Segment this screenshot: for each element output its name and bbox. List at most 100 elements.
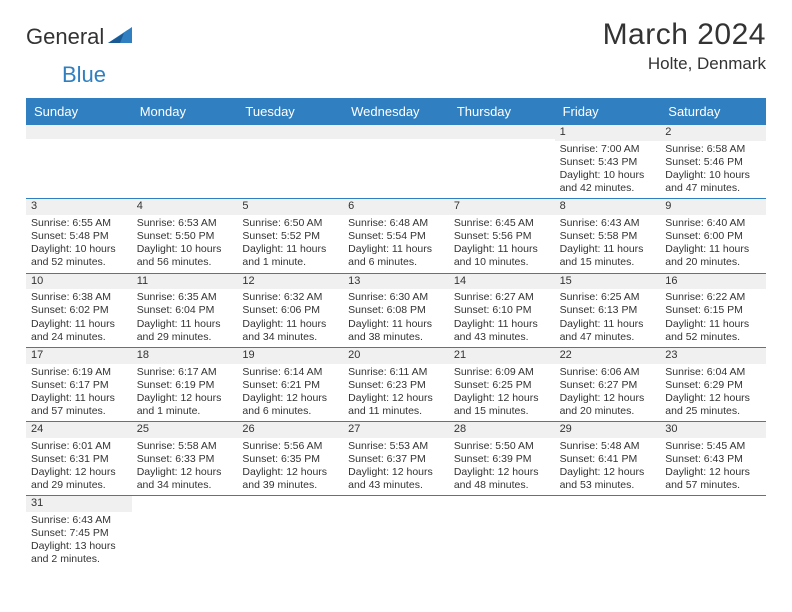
- weeks-container: 1Sunrise: 7:00 AMSunset: 5:43 PMDaylight…: [26, 125, 766, 570]
- day-cell: 22Sunrise: 6:06 AMSunset: 6:27 PMDayligh…: [555, 348, 661, 421]
- day-info-line: Sunrise: 6:09 AM: [454, 366, 550, 379]
- empty-strip: [132, 125, 238, 139]
- day-cell: 7Sunrise: 6:45 AMSunset: 5:56 PMDaylight…: [449, 199, 555, 272]
- day-cell: 19Sunrise: 6:14 AMSunset: 6:21 PMDayligh…: [237, 348, 343, 421]
- day-info-line: Daylight: 10 hours: [137, 243, 233, 256]
- day-number: 5: [237, 199, 343, 215]
- day-info-line: Sunrise: 6:38 AM: [31, 291, 127, 304]
- day-info-line: Sunset: 5:58 PM: [560, 230, 656, 243]
- day-cell: 23Sunrise: 6:04 AMSunset: 6:29 PMDayligh…: [660, 348, 766, 421]
- day-info-line: and 6 minutes.: [242, 405, 338, 418]
- day-cell: 16Sunrise: 6:22 AMSunset: 6:15 PMDayligh…: [660, 274, 766, 347]
- day-number: 31: [26, 496, 132, 512]
- day-info-line: Sunrise: 5:53 AM: [348, 440, 444, 453]
- day-info-line: Sunset: 6:21 PM: [242, 379, 338, 392]
- day-info-line: Daylight: 10 hours: [560, 169, 656, 182]
- empty-strip: [343, 125, 449, 139]
- dow-sunday: Sunday: [26, 98, 132, 125]
- day-info-line: and 29 minutes.: [31, 479, 127, 492]
- day-info-line: Daylight: 12 hours: [242, 392, 338, 405]
- day-info-line: Sunrise: 6:35 AM: [137, 291, 233, 304]
- dow-wednesday: Wednesday: [343, 98, 449, 125]
- day-number: 1: [555, 125, 661, 141]
- day-info-line: Sunrise: 6:04 AM: [665, 366, 761, 379]
- day-number: 13: [343, 274, 449, 290]
- day-number: 17: [26, 348, 132, 364]
- day-info-line: Sunrise: 6:06 AM: [560, 366, 656, 379]
- day-info-line: Sunset: 6:37 PM: [348, 453, 444, 466]
- day-info-line: Daylight: 13 hours: [31, 540, 127, 553]
- day-number: 15: [555, 274, 661, 290]
- day-info-line: and 11 minutes.: [348, 405, 444, 418]
- day-info-line: Sunset: 6:27 PM: [560, 379, 656, 392]
- dow-friday: Friday: [555, 98, 661, 125]
- day-cell: [237, 496, 343, 569]
- day-info-line: Daylight: 12 hours: [665, 466, 761, 479]
- day-info-line: Sunset: 6:41 PM: [560, 453, 656, 466]
- day-cell: 2Sunrise: 6:58 AMSunset: 5:46 PMDaylight…: [660, 125, 766, 198]
- day-info-line: Sunrise: 5:48 AM: [560, 440, 656, 453]
- day-number: 8: [555, 199, 661, 215]
- week-row: 1Sunrise: 7:00 AMSunset: 5:43 PMDaylight…: [26, 125, 766, 199]
- day-info-line: Sunset: 6:15 PM: [665, 304, 761, 317]
- day-number: 23: [660, 348, 766, 364]
- day-info-line: Sunset: 6:35 PM: [242, 453, 338, 466]
- day-info-line: and 15 minutes.: [560, 256, 656, 269]
- day-info-line: Sunset: 5:52 PM: [242, 230, 338, 243]
- logo: General: [26, 18, 134, 50]
- day-cell: 5Sunrise: 6:50 AMSunset: 5:52 PMDaylight…: [237, 199, 343, 272]
- day-info-line: and 39 minutes.: [242, 479, 338, 492]
- day-cell: 28Sunrise: 5:50 AMSunset: 6:39 PMDayligh…: [449, 422, 555, 495]
- day-info-line: and 24 minutes.: [31, 331, 127, 344]
- day-cell: [343, 496, 449, 569]
- day-info-line: and 1 minute.: [242, 256, 338, 269]
- day-info-line: Daylight: 11 hours: [348, 243, 444, 256]
- day-info-line: and 34 minutes.: [242, 331, 338, 344]
- day-cell: 31Sunrise: 6:43 AMSunset: 7:45 PMDayligh…: [26, 496, 132, 569]
- day-info-line: Sunset: 6:02 PM: [31, 304, 127, 317]
- empty-strip: [26, 125, 132, 139]
- day-info-line: and 20 minutes.: [560, 405, 656, 418]
- day-number: 11: [132, 274, 238, 290]
- logo-mark-icon: [106, 27, 134, 47]
- day-info-line: Daylight: 12 hours: [137, 466, 233, 479]
- day-info-line: Sunset: 6:04 PM: [137, 304, 233, 317]
- day-info-line: Sunrise: 6:58 AM: [665, 143, 761, 156]
- day-info-line: Daylight: 11 hours: [560, 243, 656, 256]
- day-info-line: Sunset: 6:33 PM: [137, 453, 233, 466]
- day-info-line: Sunset: 5:56 PM: [454, 230, 550, 243]
- empty-strip: [449, 125, 555, 139]
- day-info-line: Sunrise: 6:48 AM: [348, 217, 444, 230]
- day-number: 28: [449, 422, 555, 438]
- day-info-line: Sunset: 5:46 PM: [665, 156, 761, 169]
- day-info-line: Sunrise: 6:11 AM: [348, 366, 444, 379]
- day-number: 19: [237, 348, 343, 364]
- day-info-line: Sunset: 6:25 PM: [454, 379, 550, 392]
- day-info-line: Daylight: 10 hours: [31, 243, 127, 256]
- day-info-line: Daylight: 11 hours: [348, 318, 444, 331]
- day-info-line: Sunrise: 6:17 AM: [137, 366, 233, 379]
- day-info-line: Daylight: 12 hours: [665, 392, 761, 405]
- day-info-line: and 2 minutes.: [31, 553, 127, 566]
- day-info-line: and 57 minutes.: [31, 405, 127, 418]
- location-label: Holte, Denmark: [603, 54, 766, 74]
- day-number: 25: [132, 422, 238, 438]
- day-info-line: and 38 minutes.: [348, 331, 444, 344]
- day-info-line: and 47 minutes.: [665, 182, 761, 195]
- day-info-line: Sunset: 6:43 PM: [665, 453, 761, 466]
- calendar-page: General March 2024 Holte, Denmark Blue S…: [0, 0, 792, 570]
- day-info-line: Sunrise: 6:32 AM: [242, 291, 338, 304]
- day-cell: 11Sunrise: 6:35 AMSunset: 6:04 PMDayligh…: [132, 274, 238, 347]
- day-number: 3: [26, 199, 132, 215]
- day-info-line: Sunrise: 6:22 AM: [665, 291, 761, 304]
- day-info-line: Sunrise: 6:25 AM: [560, 291, 656, 304]
- week-row: 3Sunrise: 6:55 AMSunset: 5:48 PMDaylight…: [26, 199, 766, 273]
- logo-text-b: Blue: [62, 62, 106, 88]
- day-number: 6: [343, 199, 449, 215]
- dow-monday: Monday: [132, 98, 238, 125]
- day-info-line: Sunset: 6:31 PM: [31, 453, 127, 466]
- month-title: March 2024: [603, 18, 766, 52]
- day-info-line: and 6 minutes.: [348, 256, 444, 269]
- day-info-line: Daylight: 11 hours: [665, 318, 761, 331]
- day-cell: 27Sunrise: 5:53 AMSunset: 6:37 PMDayligh…: [343, 422, 449, 495]
